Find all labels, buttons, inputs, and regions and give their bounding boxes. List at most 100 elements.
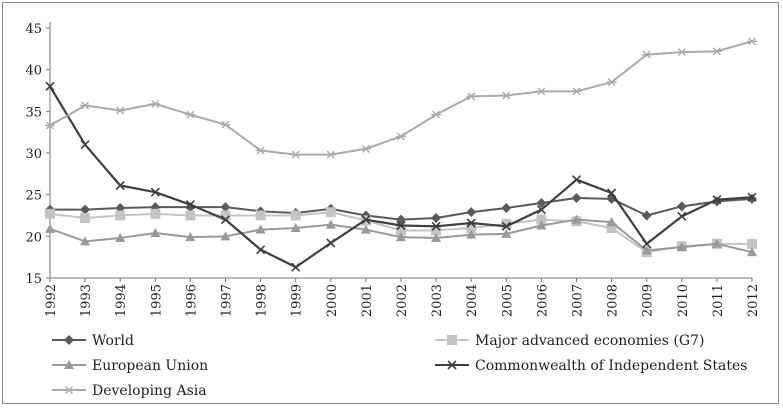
legend-swatch-marker [64,386,74,394]
data-point-european-union [536,220,547,230]
series-commonwealth-of-independent-states [45,81,757,272]
x-tick-label: 2010 [676,284,691,317]
data-point-developing-asia [606,78,617,87]
data-point-world [396,214,406,225]
legend: World Major advanced economies (G7) Europe… [52,333,747,399]
series-european-union [45,214,757,257]
data-point-developing-asia [396,132,406,141]
data-point-european-union [606,217,617,227]
data-point-european-union [255,224,266,234]
data-point-european-union [711,238,722,248]
data-point-commonwealth-of-independent-states [396,220,406,231]
data-point-developing-asia [501,91,512,100]
data-point-major-advanced-economies-g7 [80,213,91,223]
data-point-world [80,204,91,215]
data-point-commonwealth-of-independent-states [80,140,90,150]
data-point-developing-asia [45,121,55,130]
legend-label: Developing Asia [92,383,207,399]
legend-item-commonwealth-of-independent-states: Commonwealth of Independent States [435,358,747,374]
data-point-world [676,201,687,212]
data-point-developing-asia [220,120,231,129]
data-point-european-union [360,224,371,234]
x-tick-label: 2011 [711,284,726,317]
y-tick-label: 20 [25,230,42,245]
data-point-commonwealth-of-independent-states [607,188,617,198]
legend-swatch-marker [64,360,74,369]
data-point-developing-asia [150,99,161,108]
series-layer [45,37,757,272]
data-point-major-advanced-economies-g7 [396,225,406,236]
data-point-european-union [501,228,512,238]
data-point-major-advanced-economies-g7 [747,238,757,249]
x-tick-label: 2006 [535,284,550,317]
data-point-european-union [220,231,231,241]
data-point-developing-asia [290,150,301,159]
data-point-developing-asia [676,48,687,57]
data-point-major-advanced-economies-g7 [606,223,617,233]
data-point-major-advanced-economies-g7 [220,210,231,221]
data-point-european-union [571,214,582,224]
legend-item-major-advanced-economies-g7: Major advanced economies (G7) [435,333,704,349]
y-tick-label: 35 [25,105,42,120]
data-point-developing-asia [185,110,196,119]
y-tick-label: 30 [25,147,42,162]
data-point-european-union [431,233,442,242]
data-point-commonwealth-of-independent-states [466,218,476,228]
data-point-commonwealth-of-independent-states [150,187,160,197]
y-tick-label: 25 [25,189,42,204]
data-point-european-union [185,232,196,242]
y-tick-label: 15 [25,272,42,287]
x-tick-label: 2003 [430,284,445,317]
legend-label: World [92,333,134,349]
series-developing-asia [45,37,757,159]
data-point-major-advanced-economies-g7 [536,214,547,225]
data-point-developing-asia [80,101,91,110]
data-point-european-union [641,245,652,255]
x-tick-label: 2000 [325,284,340,317]
legend-item-european-union: European Union [52,358,208,374]
data-point-commonwealth-of-independent-states [677,211,687,221]
x-tick-label: 1995 [149,284,164,317]
data-point-european-union [150,228,161,237]
data-point-commonwealth-of-independent-states [501,221,511,231]
data-point-commonwealth-of-independent-states [220,215,231,225]
x-tick-label: 2001 [360,284,375,317]
data-point-developing-asia [466,92,477,101]
data-point-commonwealth-of-independent-states [571,175,582,185]
x-tick-label: 2004 [465,284,480,317]
data-point-major-advanced-economies-g7 [431,225,442,236]
data-point-world [431,213,442,223]
data-point-european-union [115,233,126,242]
data-point-developing-asia [255,146,266,155]
data-point-commonwealth-of-independent-states [115,180,125,191]
data-point-major-advanced-economies-g7 [290,210,301,221]
x-tick-label: 1997 [220,284,235,317]
x-tick-label: 2005 [500,284,515,317]
x-tick-label: 1993 [79,284,94,317]
data-point-world [536,198,547,208]
legend-swatch-marker [64,335,74,345]
data-point-developing-asia [115,106,126,115]
data-point-european-union [466,229,477,239]
x-tick-label: 1994 [114,284,129,317]
data-point-european-union [80,236,91,246]
data-point-major-advanced-economies-g7 [325,207,336,218]
x-tick-label: 2002 [395,284,410,317]
data-point-major-advanced-economies-g7 [466,223,477,233]
axes: 15 20 25 30 35 40 45 1992 1993 1994 1995 1996 1997 19… [25,22,761,317]
data-point-commonwealth-of-independent-states [361,215,371,225]
x-tick-label: 1998 [255,284,270,317]
data-point-commonwealth-of-independent-states [291,262,301,272]
x-tick-label: 2007 [571,284,586,317]
data-point-developing-asia [747,37,757,46]
data-point-european-union [676,242,687,252]
legend-item-world: World [52,333,134,349]
data-point-major-advanced-economies-g7 [45,208,55,219]
data-point-commonwealth-of-independent-states [326,238,336,248]
data-point-major-advanced-economies-g7 [150,208,161,219]
data-point-commonwealth-of-independent-states [256,245,266,255]
data-point-world [641,210,652,221]
data-point-commonwealth-of-independent-states [45,81,55,91]
data-point-developing-asia [360,144,371,153]
